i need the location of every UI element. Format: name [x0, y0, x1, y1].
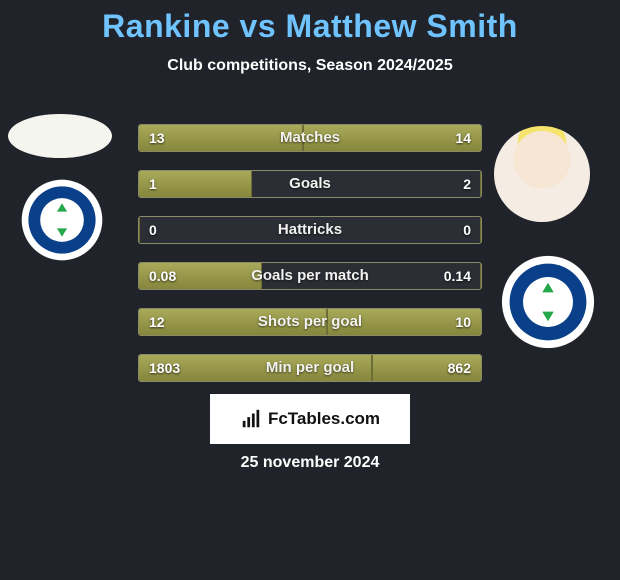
- stat-row: 0.08 Goals per match 0.14: [138, 262, 482, 290]
- chart-icon: [240, 408, 262, 430]
- vs-text: vs: [240, 8, 277, 44]
- subtitle: Club competitions, Season 2024/2025: [0, 57, 620, 75]
- stat-right-value: 862: [448, 355, 471, 381]
- footer-date: 25 november 2024: [0, 454, 620, 472]
- stat-right-value: 0: [463, 217, 471, 243]
- svg-text:WIGAN: WIGAN: [533, 267, 563, 277]
- comparison-bars: 13 Matches 14 1 Goals 2 0 Hattricks 0 0.…: [138, 124, 482, 400]
- stat-label: Matches: [139, 125, 481, 151]
- title-link[interactable]: Rankine vs Matthew Smith: [102, 8, 518, 44]
- brand-text: FcTables.com: [268, 409, 380, 429]
- stat-right-value: 14: [455, 125, 471, 151]
- svg-text:WIGAN: WIGAN: [49, 189, 75, 198]
- player1-avatar: [8, 114, 112, 158]
- stat-right-value: 0.14: [444, 263, 471, 289]
- svg-text:ATHLETIC: ATHLETIC: [46, 244, 79, 251]
- brand-logo[interactable]: FcTables.com: [210, 394, 410, 444]
- stat-right-value: 2: [463, 171, 471, 197]
- page-title: Rankine vs Matthew Smith: [0, 0, 620, 45]
- stat-label: Hattricks: [139, 217, 481, 243]
- stat-row: 0 Hattricks 0: [138, 216, 482, 244]
- stat-label: Goals per match: [139, 263, 481, 289]
- stat-row: 1 Goals 2: [138, 170, 482, 198]
- player1-club-badge: WIGAN ATHLETIC: [20, 178, 104, 262]
- player2-avatar: [494, 126, 590, 222]
- stat-right-value: 10: [455, 309, 471, 335]
- stat-label: Shots per goal: [139, 309, 481, 335]
- stat-label: Min per goal: [139, 355, 481, 381]
- svg-text:ATHLETIC: ATHLETIC: [529, 329, 567, 338]
- stat-row: 12 Shots per goal 10: [138, 308, 482, 336]
- player2-club-badge: WIGAN ATHLETIC: [500, 254, 596, 350]
- stat-row: 1803 Min per goal 862: [138, 354, 482, 382]
- player2-name: Matthew Smith: [286, 8, 518, 44]
- stat-row: 13 Matches 14: [138, 124, 482, 152]
- stat-label: Goals: [139, 171, 481, 197]
- player1-name: Rankine: [102, 8, 230, 44]
